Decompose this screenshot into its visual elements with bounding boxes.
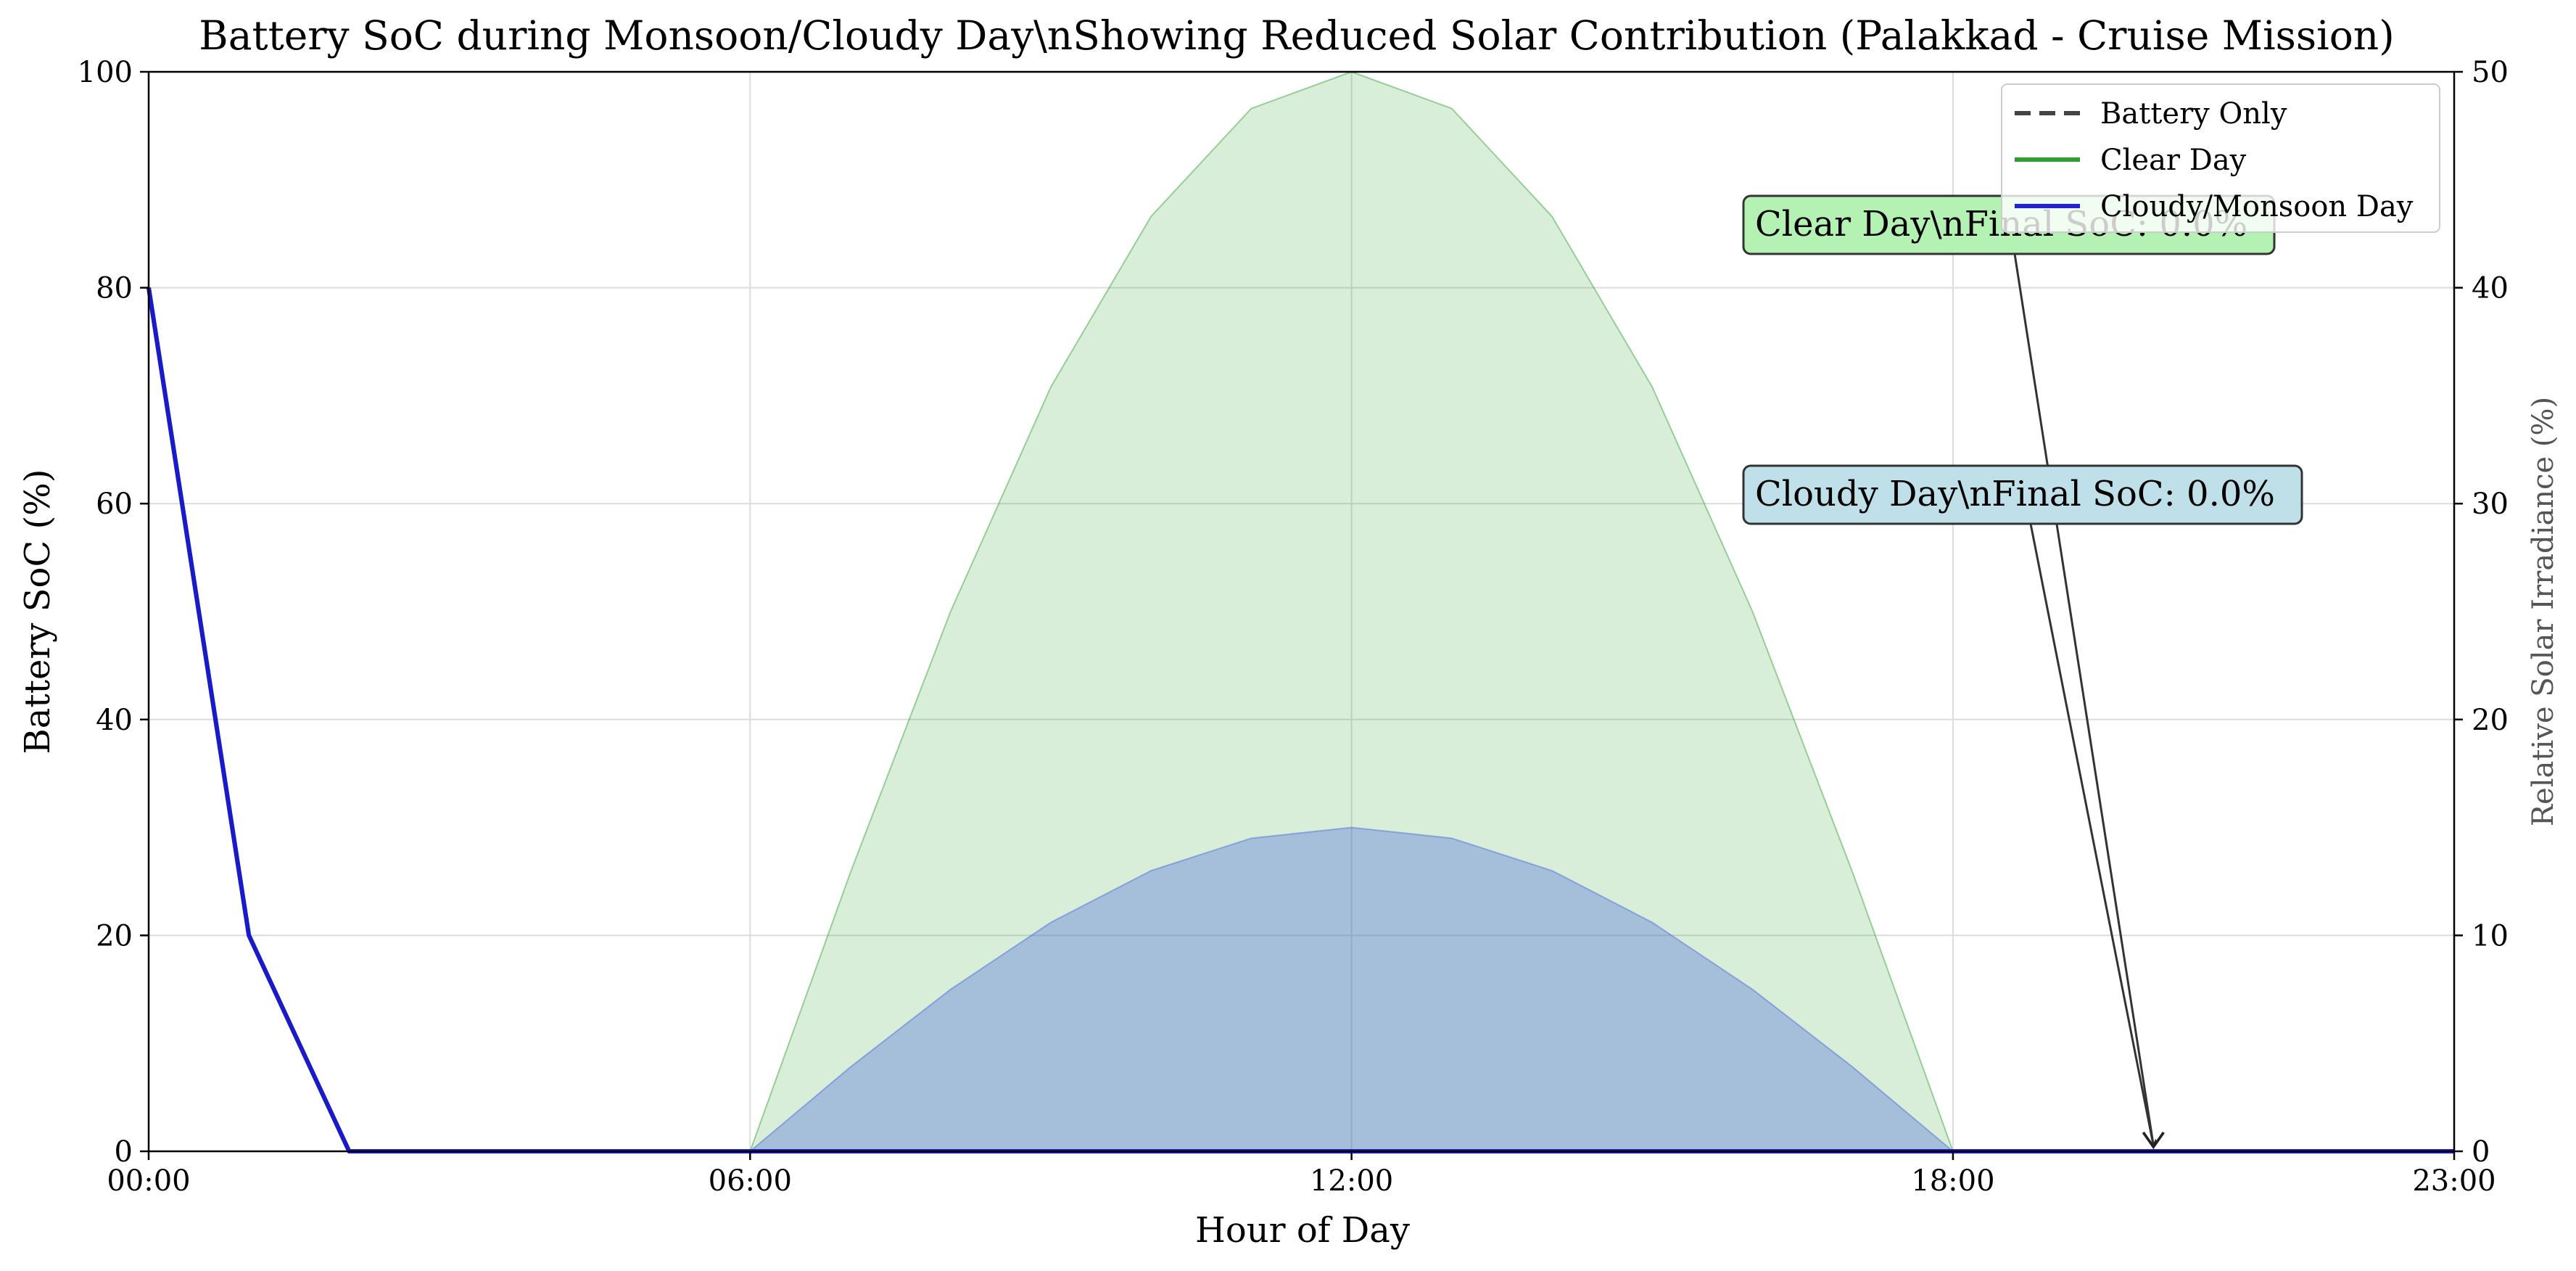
y2-tick-label-0: 0	[2472, 1135, 2490, 1169]
y-tick-label-5: 100	[78, 56, 133, 89]
y2-tick-label-2: 20	[2472, 704, 2509, 737]
y2-axis-label: Relative Solar Irradiance (%)	[2527, 397, 2560, 826]
ticks: 00:00 06:00 12:00 18:00 23:00020406080100010…	[78, 56, 2509, 1198]
y-tick-label-4: 80	[96, 272, 133, 305]
annotation-box-1	[1742, 464, 2303, 525]
y-tick-label-0: 0	[115, 1135, 133, 1169]
irradiance-areas	[748, 70, 1955, 1152]
legend-label-2: Cloudy/Monsoon Day	[2100, 190, 2414, 223]
y2-tick-label-3: 30	[2472, 488, 2509, 521]
y-tick-label-1: 20	[96, 919, 133, 953]
legend-label-0: Battery Only	[2100, 97, 2287, 131]
axes	[147, 70, 2456, 1153]
x-tick-label-4: 23:00	[2412, 1164, 2496, 1198]
x-tick-label-3: 18:00	[1911, 1164, 1994, 1198]
legend-label-1: Clear Day	[2100, 144, 2247, 177]
y2-tick-label-5: 50	[2472, 56, 2509, 89]
y-axis-label: Battery SoC (%)	[17, 469, 58, 754]
annotation-arrowhead-1	[2142, 1131, 2165, 1150]
legend-box	[2001, 83, 2440, 233]
annotation-arrow-0	[2013, 253, 2153, 1145]
x-tick-label-2: 12:00	[1310, 1164, 1393, 1198]
y2-tick-label-1: 10	[2472, 919, 2509, 953]
annotation-arrow-1	[2029, 523, 2153, 1145]
y2-tick-label-4: 40	[2472, 272, 2509, 305]
irradiance-area-1	[748, 826, 1955, 1152]
legend: Battery Only Clear Day Cloudy/Monsoon Day	[2001, 83, 2440, 233]
x-tick-label-1: 06:00	[709, 1164, 792, 1198]
irradiance-area-0	[748, 70, 1954, 1152]
chart-title: Battery SoC during Monsoon/Cloudy Day\nS…	[199, 12, 2394, 59]
annotation-text-1: Cloudy Day\nFinal SoC: 0.0%	[1755, 474, 2275, 514]
x-tick-label-0: 00:00	[107, 1164, 190, 1198]
y-tick-label-3: 60	[96, 488, 133, 521]
x-axis-label: Hour of Day	[1195, 1210, 1410, 1251]
y-tick-label-2: 40	[96, 704, 133, 737]
